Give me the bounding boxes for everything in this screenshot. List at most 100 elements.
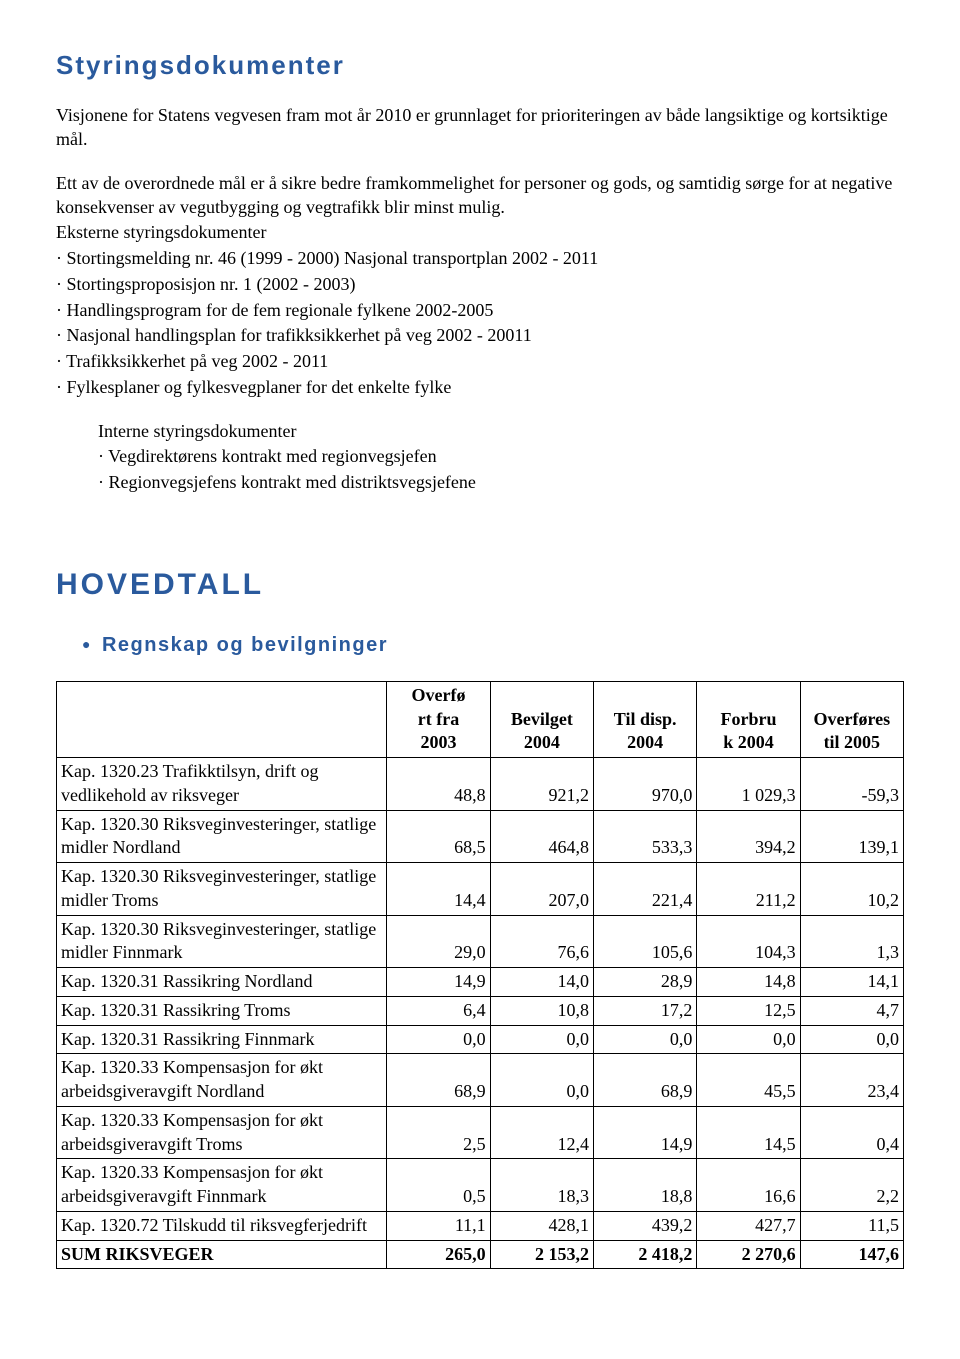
row-value: 4,7 xyxy=(800,996,903,1025)
table-row: Kap. 1320.23 Trafikktilsyn, drift og ved… xyxy=(57,758,904,811)
table-row: Kap. 1320.30 Riksveginvesteringer, statl… xyxy=(57,863,904,916)
table-header-overfort: Overfø rt fra 2003 xyxy=(387,681,490,757)
table-header-overfores: Overføres til 2005 xyxy=(800,681,903,757)
row-value: 68,5 xyxy=(387,810,490,863)
list-item: · Vegdirektørens kontrakt med regionvegs… xyxy=(98,445,904,469)
row-value: 14,8 xyxy=(697,968,800,997)
row-value: 394,2 xyxy=(697,810,800,863)
row-value: 221,4 xyxy=(593,863,696,916)
row-value: 921,2 xyxy=(490,758,593,811)
row-value: 427,7 xyxy=(697,1211,800,1240)
row-value: 207,0 xyxy=(490,863,593,916)
row-value: 11,5 xyxy=(800,1211,903,1240)
row-value: 14,9 xyxy=(387,968,490,997)
row-value: 464,8 xyxy=(490,810,593,863)
row-value: 12,5 xyxy=(697,996,800,1025)
row-value: 14,5 xyxy=(697,1106,800,1159)
budget-table: Overfø rt fra 2003 Bevilget 2004 Til dis… xyxy=(56,681,904,1270)
row-value: 439,2 xyxy=(593,1211,696,1240)
row-value: 1 029,3 xyxy=(697,758,800,811)
row-value: 14,0 xyxy=(490,968,593,997)
table-header-tildisp: Til disp. 2004 xyxy=(593,681,696,757)
row-label: Kap. 1320.30 Riksveginvesteringer, statl… xyxy=(57,810,387,863)
table-header-row: Overfø rt fra 2003 Bevilget 2004 Til dis… xyxy=(57,681,904,757)
row-label: Kap. 1320.31 Rassikring Troms xyxy=(57,996,387,1025)
bullet-icon: ● xyxy=(82,636,102,652)
row-value: 104,3 xyxy=(697,915,800,968)
list-item: · Handlingsprogram for de fem regionale … xyxy=(56,299,904,323)
row-label: Kap. 1320.31 Rassikring Nordland xyxy=(57,968,387,997)
row-value: 0,0 xyxy=(800,1025,903,1054)
row-value: 0,4 xyxy=(800,1106,903,1159)
row-value: 10,2 xyxy=(800,863,903,916)
row-value: 14,4 xyxy=(387,863,490,916)
row-value: 139,1 xyxy=(800,810,903,863)
list-item: · Stortingsmelding nr. 46 (1999 - 2000) … xyxy=(56,247,904,271)
table-row: Kap. 1320.33 Kompensasjon for økt arbeid… xyxy=(57,1159,904,1212)
table-row: Kap. 1320.31 Rassikring Troms6,410,817,2… xyxy=(57,996,904,1025)
row-value: 16,6 xyxy=(697,1159,800,1212)
sum-value: 2 153,2 xyxy=(490,1240,593,1269)
row-value: 76,6 xyxy=(490,915,593,968)
row-value: 23,4 xyxy=(800,1054,903,1107)
internal-docs-list: · Vegdirektørens kontrakt med regionvegs… xyxy=(98,445,904,495)
external-docs-list: · Stortingsmelding nr. 46 (1999 - 2000) … xyxy=(56,247,904,400)
row-label: Kap. 1320.33 Kompensasjon for økt arbeid… xyxy=(57,1159,387,1212)
row-value: 11,1 xyxy=(387,1211,490,1240)
sum-value: 2 418,2 xyxy=(593,1240,696,1269)
section-title-hovedtall: HOVEDTALL xyxy=(56,565,904,605)
row-value: 211,2 xyxy=(697,863,800,916)
row-value: 2,5 xyxy=(387,1106,490,1159)
row-label: Kap. 1320.30 Riksveginvesteringer, statl… xyxy=(57,863,387,916)
table-sum-row: SUM RIKSVEGER265,02 153,22 418,22 270,61… xyxy=(57,1240,904,1269)
row-value: 0,0 xyxy=(697,1025,800,1054)
row-value: -59,3 xyxy=(800,758,903,811)
row-value: 17,2 xyxy=(593,996,696,1025)
row-value: 6,4 xyxy=(387,996,490,1025)
row-value: 0,0 xyxy=(490,1025,593,1054)
external-docs-heading: Eksterne styringsdokumenter xyxy=(56,221,904,245)
table-row: Kap. 1320.31 Rassikring Nordland14,914,0… xyxy=(57,968,904,997)
list-item: · Trafikksikkerhet på veg 2002 - 2011 xyxy=(56,350,904,374)
table-row: Kap. 1320.33 Kompensasjon for økt arbeid… xyxy=(57,1054,904,1107)
row-value: 14,9 xyxy=(593,1106,696,1159)
intro-paragraph-2: Ett av de overordnede mål er å sikre bed… xyxy=(56,172,904,220)
row-value: 68,9 xyxy=(593,1054,696,1107)
list-item: · Stortingsproposisjon nr. 1 (2002 - 200… xyxy=(56,273,904,297)
table-header-forbruk: Forbru k 2004 xyxy=(697,681,800,757)
row-value: 14,1 xyxy=(800,968,903,997)
row-value: 0,5 xyxy=(387,1159,490,1212)
table-header-bevilget: Bevilget 2004 xyxy=(490,681,593,757)
table-row: Kap. 1320.30 Riksveginvesteringer, statl… xyxy=(57,810,904,863)
row-value: 0,0 xyxy=(593,1025,696,1054)
sum-value: 265,0 xyxy=(387,1240,490,1269)
list-item: · Nasjonal handlingsplan for trafikksikk… xyxy=(56,324,904,348)
row-label: Kap. 1320.30 Riksveginvesteringer, statl… xyxy=(57,915,387,968)
row-label: Kap. 1320.72 Tilskudd til riksvegferjedr… xyxy=(57,1211,387,1240)
row-value: 1,3 xyxy=(800,915,903,968)
row-label: Kap. 1320.31 Rassikring Finnmark xyxy=(57,1025,387,1054)
row-value: 0,0 xyxy=(490,1054,593,1107)
table-row: Kap. 1320.30 Riksveginvesteringer, statl… xyxy=(57,915,904,968)
table-row: Kap. 1320.31 Rassikring Finnmark0,00,00,… xyxy=(57,1025,904,1054)
subsection-regnskap: ●Regnskap og bevilgninger xyxy=(56,632,904,658)
row-value: 18,3 xyxy=(490,1159,593,1212)
row-value: 18,8 xyxy=(593,1159,696,1212)
row-value: 970,0 xyxy=(593,758,696,811)
row-value: 0,0 xyxy=(387,1025,490,1054)
row-value: 2,2 xyxy=(800,1159,903,1212)
row-value: 428,1 xyxy=(490,1211,593,1240)
row-label: Kap. 1320.23 Trafikktilsyn, drift og ved… xyxy=(57,758,387,811)
sum-label: SUM RIKSVEGER xyxy=(57,1240,387,1269)
row-value: 10,8 xyxy=(490,996,593,1025)
internal-docs-heading: Interne styringsdokumenter xyxy=(98,420,904,444)
row-value: 45,5 xyxy=(697,1054,800,1107)
row-value: 12,4 xyxy=(490,1106,593,1159)
row-value: 48,8 xyxy=(387,758,490,811)
table-row: Kap. 1320.72 Tilskudd til riksvegferjedr… xyxy=(57,1211,904,1240)
intro-paragraph-1: Visjonene for Statens vegvesen fram mot … xyxy=(56,104,904,152)
table-body: Kap. 1320.23 Trafikktilsyn, drift og ved… xyxy=(57,758,904,1269)
row-label: Kap. 1320.33 Kompensasjon for økt arbeid… xyxy=(57,1054,387,1107)
row-value: 28,9 xyxy=(593,968,696,997)
row-value: 105,6 xyxy=(593,915,696,968)
